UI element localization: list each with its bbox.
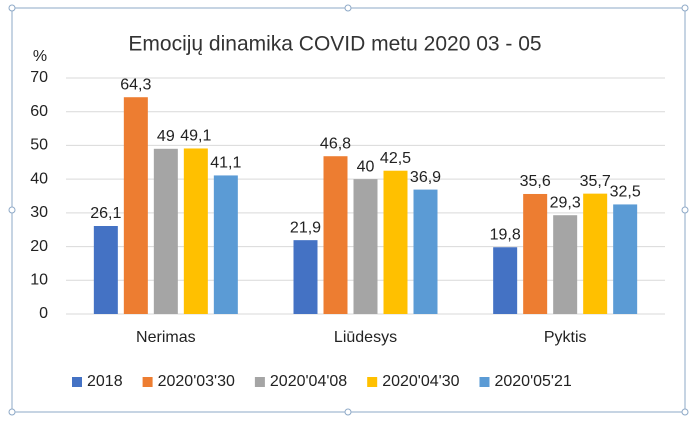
- value-label: 36,9: [410, 169, 441, 186]
- bar: [553, 215, 578, 314]
- legend-label: 2020'04'30: [382, 373, 459, 390]
- legend-label: 2020'04'08: [270, 373, 347, 390]
- legend-label: 2020'03'30: [158, 373, 235, 390]
- legend-swatch: [72, 377, 82, 387]
- bar: [183, 148, 208, 314]
- chart-title: Emocijų dinamika COVID metu 2020 03 - 05: [128, 33, 541, 56]
- bar: [583, 193, 608, 314]
- bar: [293, 240, 318, 314]
- legend-swatch: [254, 377, 265, 387]
- value-label: 19,8: [490, 226, 521, 243]
- legend-swatch: [142, 377, 153, 387]
- legend-swatch: [367, 377, 378, 387]
- value-label: 35,6: [520, 173, 551, 190]
- y-tick-label: 20: [30, 238, 48, 255]
- value-label: 46,8: [320, 135, 351, 152]
- bar: [123, 97, 148, 315]
- bar: [613, 204, 638, 314]
- value-label: 64,3: [120, 76, 151, 93]
- value-label: 29,3: [550, 194, 581, 211]
- bar: [383, 170, 408, 314]
- legend-label: 2018: [87, 373, 123, 390]
- y-tick-label: 0: [39, 305, 48, 322]
- bar: [153, 148, 178, 314]
- bar: [523, 193, 548, 314]
- x-tick-label: Nerimas: [136, 329, 196, 346]
- value-label: 35,7: [580, 173, 611, 190]
- y-tick-label: 10: [30, 272, 48, 289]
- y-tick-label: 40: [30, 170, 48, 187]
- value-label: 26,1: [90, 205, 121, 222]
- y-tick-label: 30: [30, 204, 48, 221]
- value-label: 21,9: [290, 219, 321, 236]
- bar: [213, 175, 238, 314]
- value-label: 49,1: [180, 128, 211, 145]
- x-tick-label: Liūdesys: [334, 329, 397, 346]
- legend-swatch: [479, 377, 490, 387]
- value-label: 49: [157, 128, 175, 145]
- value-label: 40: [357, 158, 375, 175]
- value-label: 41,1: [210, 155, 241, 172]
- value-label: 32,5: [610, 184, 641, 201]
- y-tick-label: 50: [30, 137, 48, 154]
- bar: [93, 226, 118, 314]
- x-tick-label: Pyktis: [544, 329, 587, 346]
- y-tick-label: 60: [30, 103, 48, 120]
- bar: [413, 189, 438, 314]
- value-label: 42,5: [380, 150, 411, 167]
- y-axis-label: %: [33, 48, 47, 65]
- bar: [353, 179, 378, 314]
- bar: [323, 156, 348, 314]
- legend-label: 2020'05'21: [494, 373, 571, 390]
- frame-handles: [8, 4, 689, 416]
- bar: [493, 247, 518, 314]
- y-tick-label: 70: [30, 69, 48, 86]
